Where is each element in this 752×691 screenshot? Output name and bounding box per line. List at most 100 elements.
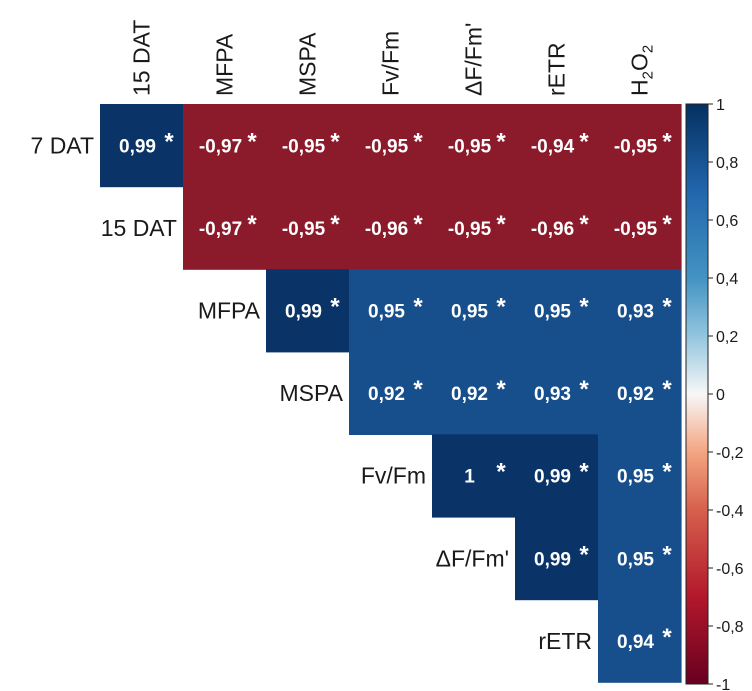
heatmap-cell: [598, 517, 682, 601]
heatmap-cell: [598, 434, 682, 518]
heatmap-cell: [432, 104, 516, 188]
cell-value-label: -0,95: [448, 219, 492, 240]
heatmap-cell: [515, 269, 599, 353]
heatmap-cell: [515, 517, 599, 601]
significance-star: *: [247, 211, 257, 238]
cell-value-label: 0,95: [617, 467, 654, 488]
heatmap-cell: [432, 269, 516, 353]
cell-value-label: -0,97: [199, 219, 242, 240]
heatmap-cell: [598, 599, 682, 683]
significance-star: *: [579, 541, 589, 568]
significance-star: *: [662, 541, 672, 568]
cell-value-label: -0,95: [614, 136, 658, 157]
significance-star: *: [247, 128, 257, 155]
colorbar-tick-label: 0,6: [716, 213, 738, 230]
colorbar-tick-label: 0,4: [716, 271, 738, 288]
column-labels: 15 DAT MFPA MSPA Fv/Fm ΔF/Fm' rETR H2O2: [129, 20, 657, 96]
heatmap-cell: [515, 434, 599, 518]
cell-value-label: 0,92: [368, 384, 405, 405]
heatmap-cell: [266, 269, 350, 353]
significance-star: *: [579, 294, 589, 321]
heatmap-cell: [515, 186, 599, 270]
heatmap-cell: [266, 186, 350, 270]
significance-star: *: [579, 128, 589, 155]
heatmap-cells: 0,99 * -0,97 * -0,95 * -0,95 * -0,95 * -0,94 * -0,95…: [100, 104, 682, 683]
heatmap-cell: [349, 186, 433, 270]
heatmap-cell: [349, 351, 433, 435]
row-label: ΔF/Fm': [436, 545, 509, 571]
heatmap-cell: [349, 269, 433, 353]
cell-value-label: 0,95: [617, 549, 654, 570]
colorbar-tick-label: 0,2: [716, 329, 738, 346]
heatmap-cell: [515, 351, 599, 435]
heatmap-cell: [432, 351, 516, 435]
significance-star: *: [413, 376, 423, 403]
heatmap-cell: [100, 104, 184, 188]
colorbar-tick-label: -0,6: [716, 561, 744, 578]
heatmap-cell: [598, 351, 682, 435]
significance-star: *: [662, 294, 672, 321]
significance-star: *: [496, 459, 506, 486]
row-label: 7 DAT: [31, 132, 94, 158]
significance-star: *: [496, 128, 506, 155]
significance-star: *: [662, 624, 672, 651]
colorbar: 1 0,8 0,6 0,4 0,2 0 -0,2 -0,4 -0,6 -0,8 -1: [685, 97, 744, 691]
significance-star: *: [662, 128, 672, 155]
row-label: rETR: [538, 628, 592, 654]
heatmap-cell: [432, 434, 516, 518]
significance-star: *: [662, 376, 672, 403]
cell-value-label: 1: [464, 467, 475, 488]
significance-star: *: [662, 459, 672, 486]
column-label: ΔF/Fm': [461, 23, 487, 96]
heatmap-cell: [349, 104, 433, 188]
row-label: MFPA: [198, 298, 261, 324]
column-label: MFPA: [212, 33, 238, 96]
row-label: 15 DAT: [101, 215, 177, 241]
cell-value-label: -0,95: [282, 219, 326, 240]
row-label: MSPA: [280, 380, 344, 406]
significance-star: *: [330, 211, 340, 238]
significance-star: *: [330, 128, 340, 155]
significance-star: *: [496, 294, 506, 321]
cell-value-label: 0,92: [451, 384, 488, 405]
colorbar-gradient: [685, 103, 709, 685]
colorbar-tick-label: -0,2: [716, 445, 744, 462]
column-label: H2O2: [627, 45, 657, 96]
colorbar-tick-label: 1: [716, 97, 725, 114]
significance-star: *: [579, 211, 589, 238]
significance-star: *: [413, 294, 423, 321]
colorbar-tick-label: -1: [716, 677, 730, 691]
heatmap-cell: [598, 104, 682, 188]
colorbar-tick-label: -0,4: [716, 503, 744, 520]
cell-value-label: -0,95: [365, 136, 409, 157]
cell-value-label: 0,99: [285, 302, 322, 323]
cell-value-label: 0,95: [451, 302, 488, 323]
row-labels: 7 DAT 15 DAT MFPA MSPA Fv/Fm ΔF/Fm' rETR: [31, 132, 592, 654]
column-label: Fv/Fm: [378, 31, 404, 96]
heatmap-cell: [432, 186, 516, 270]
cell-value-label: 0,99: [534, 467, 571, 488]
cell-value-label: -0,95: [448, 136, 492, 157]
significance-star: *: [330, 294, 340, 321]
heatmap-cell: [515, 104, 599, 188]
cell-value-label: 0,95: [534, 302, 571, 323]
column-label: rETR: [544, 42, 570, 96]
significance-star: *: [496, 211, 506, 238]
cell-value-label: 0,95: [368, 302, 405, 323]
cell-value-label: 0,94: [617, 632, 654, 653]
significance-star: *: [579, 376, 589, 403]
row-label: Fv/Fm: [361, 463, 426, 489]
significance-star: *: [413, 211, 423, 238]
heatmap-cell: [598, 269, 682, 353]
cell-value-label: -0,96: [531, 219, 574, 240]
cell-value-label: -0,95: [614, 219, 658, 240]
significance-star: *: [496, 376, 506, 403]
significance-star: *: [413, 128, 423, 155]
colorbar-tick-label: -0,8: [716, 619, 744, 636]
significance-star: *: [662, 211, 672, 238]
cell-value-label: -0,95: [282, 136, 326, 157]
cell-value-label: -0,97: [199, 136, 242, 157]
cell-value-label: 0,92: [617, 384, 654, 405]
colorbar-tick-label: 0,8: [716, 155, 738, 172]
